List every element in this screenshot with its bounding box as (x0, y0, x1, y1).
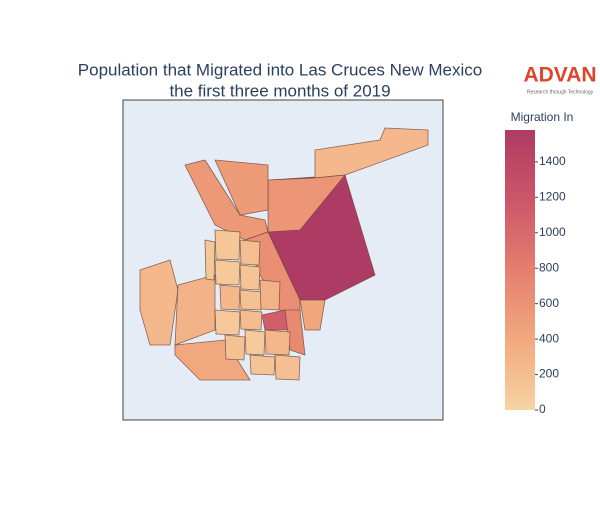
colorbar-tick-label: 1200 (539, 190, 566, 204)
region (249, 354, 276, 376)
region (264, 329, 291, 356)
region (214, 159, 269, 216)
region (244, 329, 266, 356)
chart-subtitle: the first three months of 2019 (169, 81, 390, 100)
region (214, 229, 241, 261)
logo-tagline: Research through Technology (527, 89, 594, 95)
region (184, 159, 269, 241)
region (274, 354, 301, 381)
logo-name: ADVAN (523, 64, 596, 87)
region (299, 299, 326, 331)
region (267, 174, 346, 233)
colorbar-title: Migration In (511, 110, 574, 124)
region (239, 239, 261, 266)
region (204, 239, 216, 281)
region (214, 309, 241, 336)
region (259, 279, 281, 311)
chart-title: Population that Migrated into Las Cruces… (78, 60, 482, 79)
region (239, 264, 261, 291)
region (214, 259, 241, 286)
colorbar (505, 130, 535, 410)
colorbar-tick-label: 600 (539, 296, 559, 310)
colorbar-tick-label: 800 (539, 260, 559, 274)
region (224, 334, 246, 361)
region (239, 309, 263, 331)
regions (139, 127, 429, 381)
colorbar-tick-label: 1000 (539, 225, 566, 239)
region (174, 274, 216, 346)
region (219, 284, 241, 311)
region (239, 289, 263, 311)
colorbar-tick-label: 1400 (539, 154, 566, 168)
colorbar-tick-label: 0 (539, 402, 546, 416)
region (139, 259, 179, 346)
colorbar-tick-label: 400 (539, 331, 559, 345)
colorbar-tick-label: 200 (539, 367, 559, 381)
